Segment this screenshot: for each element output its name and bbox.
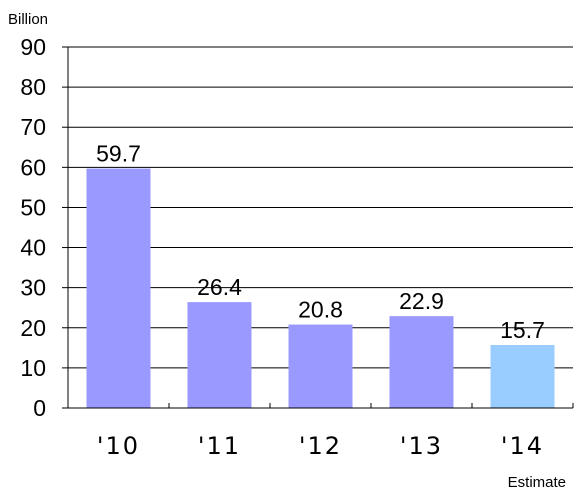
- y-tick-label: 80: [20, 74, 46, 100]
- bar-0: [86, 168, 151, 408]
- x-category-label: '14: [501, 432, 544, 460]
- bar-4: [490, 345, 555, 408]
- data-label: 15.7: [500, 317, 545, 343]
- data-label: 22.9: [399, 288, 444, 314]
- bar-2: [288, 324, 353, 408]
- y-tick-label: 50: [20, 194, 46, 220]
- axes: [62, 46, 574, 409]
- labels: 0 10 20 30 40 50 60 70 80 90 59.7 '10 26.4 '11 20.8 '12…: [20, 34, 544, 460]
- y-tick-label: 40: [20, 235, 46, 261]
- y-tick-label: 10: [20, 355, 46, 381]
- x-category-label: '10: [97, 432, 140, 460]
- y-tick-label: 0: [33, 395, 46, 421]
- y-axis-unit-label: Billion: [8, 11, 48, 28]
- x-category-label: '12: [299, 432, 342, 460]
- y-tick-label: 60: [20, 154, 46, 180]
- y-tick-label: 70: [20, 114, 46, 140]
- y-tick-label: 30: [20, 275, 46, 301]
- x-category-label: '13: [400, 432, 443, 460]
- x-category-label: '11: [198, 432, 241, 460]
- y-tick-label: 20: [20, 315, 46, 341]
- bars: [86, 168, 555, 408]
- gridlines: [68, 46, 573, 369]
- y-tick-label: 90: [20, 34, 46, 60]
- data-label: 59.7: [96, 141, 141, 167]
- data-label: 26.4: [197, 274, 242, 300]
- estimate-note: Estimate: [508, 474, 566, 491]
- data-label: 20.8: [298, 297, 343, 323]
- bar-3: [389, 316, 454, 408]
- bar-1: [187, 302, 252, 408]
